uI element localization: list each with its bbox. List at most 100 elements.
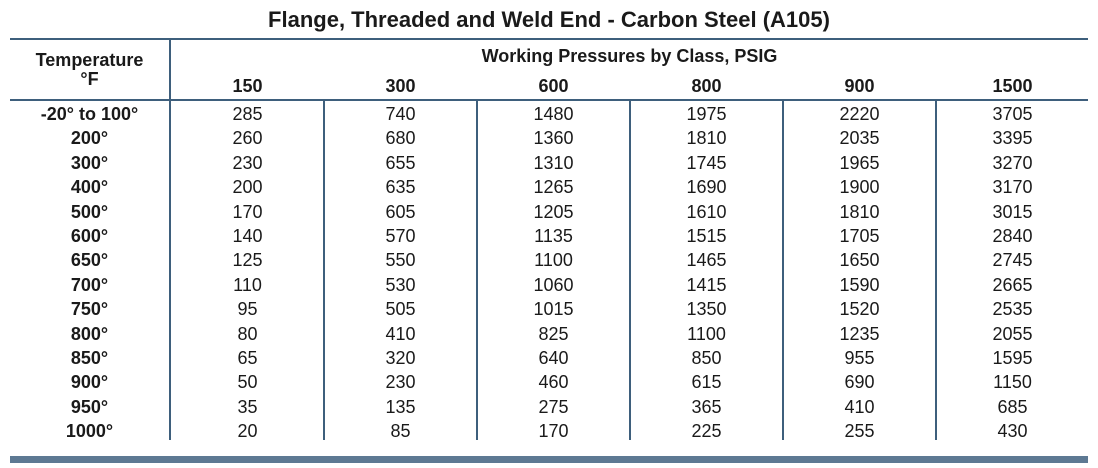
pressure-cell: 20 xyxy=(237,421,258,442)
pressure-cell: 2745 xyxy=(992,250,1033,271)
pressure-cell: 2055 xyxy=(992,323,1033,344)
pressure-cell: 1610 xyxy=(686,201,727,222)
pressure-cell: 3170 xyxy=(992,177,1033,198)
pressure-cell: 85 xyxy=(390,421,411,442)
pressure-cell: 3015 xyxy=(992,201,1033,222)
pressure-cell: 2220 xyxy=(839,104,880,124)
pressure-cell: 825 xyxy=(538,323,569,344)
footer-bar xyxy=(10,456,1088,463)
pressure-cell: 655 xyxy=(385,152,416,173)
temperature-column-divider xyxy=(169,40,171,440)
class-header-3: 800 xyxy=(691,76,722,96)
pressure-cell: 1975 xyxy=(686,104,727,124)
pressure-cell: 1360 xyxy=(533,128,574,149)
pressure-cell: 365 xyxy=(691,396,722,417)
pressure-cell: 530 xyxy=(385,274,416,295)
pressure-cell: 1480 xyxy=(533,104,574,124)
pressure-cell: 1100 xyxy=(687,323,726,344)
pressure-cell: 225 xyxy=(691,421,722,442)
pressure-cell: 460 xyxy=(538,372,569,393)
pressure-cell: 1415 xyxy=(686,274,727,295)
pressure-cell: 1265 xyxy=(533,177,574,198)
pressure-cell: 3705 xyxy=(992,104,1033,124)
pressure-cell: 1350 xyxy=(686,299,727,320)
temperature-cell: 650° xyxy=(70,250,109,271)
pressure-cell: 275 xyxy=(538,396,569,417)
pressure-cell: 1100 xyxy=(534,250,573,271)
pressure-cell: 1900 xyxy=(839,177,880,198)
pressure-cell: 80 xyxy=(237,323,258,344)
pressure-cell: 685 xyxy=(997,396,1028,417)
temperature-cell: 200° xyxy=(70,128,109,149)
pressure-cell: 140 xyxy=(232,226,263,246)
temperature-cell: 750° xyxy=(70,299,109,320)
pressure-cell: 1465 xyxy=(686,250,727,271)
column-divider xyxy=(629,101,631,440)
pressure-cell: 1310 xyxy=(533,152,574,173)
pressure-cell: 1520 xyxy=(839,299,880,320)
pressure-cell: 3395 xyxy=(992,128,1033,149)
pressure-cell: 230 xyxy=(232,152,263,173)
temperature-cell: 900° xyxy=(70,372,109,393)
header-rule xyxy=(10,99,1088,101)
pressure-cell: 1590 xyxy=(839,274,880,295)
pressure-cell: 1015 xyxy=(533,299,574,320)
pressure-cell: 1135 xyxy=(534,226,573,246)
pressure-cell: 285 xyxy=(232,104,263,124)
class-header-2: 600 xyxy=(538,76,569,96)
pressure-cell: 200 xyxy=(232,177,263,198)
pressure-cell: 65 xyxy=(237,348,258,368)
pressure-cell: 1150 xyxy=(993,372,1032,393)
pressure-cell: 1235 xyxy=(839,323,880,344)
pressure-cell: 1515 xyxy=(686,226,727,246)
pressure-cell: 230 xyxy=(385,372,416,393)
temperature-header-label: Temperature xyxy=(35,50,144,70)
pressure-cell: 320 xyxy=(385,348,416,368)
class-header-4: 900 xyxy=(844,76,875,96)
pressure-cell: 1810 xyxy=(686,128,727,149)
temperature-cell: 700° xyxy=(70,274,109,295)
pressure-cell: 1650 xyxy=(839,250,880,271)
pressure-cell: 2035 xyxy=(839,128,880,149)
temperature-header: Temperature °F xyxy=(10,51,169,89)
temperature-cell: 1000° xyxy=(65,421,114,442)
pressure-cell: 410 xyxy=(844,396,875,417)
pressure-cell: 95 xyxy=(237,299,258,320)
pressure-cell: 1205 xyxy=(533,201,574,222)
pressure-cell: 1705 xyxy=(839,226,880,246)
class-header-0: 150 xyxy=(232,76,263,96)
pressure-cell: 2535 xyxy=(992,299,1033,320)
pressure-cell: 605 xyxy=(385,201,416,222)
pressure-cell: 1060 xyxy=(533,274,574,295)
pressure-cell: 740 xyxy=(385,104,416,124)
temperature-cell: -20° to 100° xyxy=(40,104,139,124)
column-divider xyxy=(476,101,478,440)
pressure-cell: 680 xyxy=(385,128,416,149)
pressure-cell: 125 xyxy=(232,250,263,271)
pressure-cell: 430 xyxy=(997,421,1028,442)
pressure-cell: 1595 xyxy=(992,348,1033,368)
temperature-cell: 600° xyxy=(70,226,109,246)
table-title: Flange, Threaded and Weld End - Carbon S… xyxy=(268,7,830,32)
temperature-cell: 400° xyxy=(70,177,109,198)
pressure-cell: 170 xyxy=(232,201,263,222)
pressure-cell: 2665 xyxy=(992,274,1033,295)
pressure-cell: 35 xyxy=(237,396,258,417)
pressure-cell: 1745 xyxy=(686,152,727,173)
temperature-cell: 300° xyxy=(70,152,109,173)
pressure-cell: 50 xyxy=(237,372,258,393)
pressure-cell: 2840 xyxy=(992,226,1033,246)
top-rule xyxy=(10,38,1088,40)
column-divider xyxy=(935,101,937,440)
pressure-cell: 1810 xyxy=(839,201,880,222)
pressure-cell: 955 xyxy=(844,348,875,368)
working-pressures-header: Working Pressures by Class, PSIG xyxy=(481,46,778,66)
temperature-cell: 950° xyxy=(70,396,109,417)
pressure-cell: 690 xyxy=(844,372,875,393)
pressure-cell: 3270 xyxy=(992,152,1033,173)
pressure-cell: 505 xyxy=(385,299,416,320)
class-header-1: 300 xyxy=(385,76,416,96)
pressure-cell: 1965 xyxy=(839,152,880,173)
pressure-cell: 635 xyxy=(385,177,416,198)
pressure-cell: 170 xyxy=(538,421,569,442)
